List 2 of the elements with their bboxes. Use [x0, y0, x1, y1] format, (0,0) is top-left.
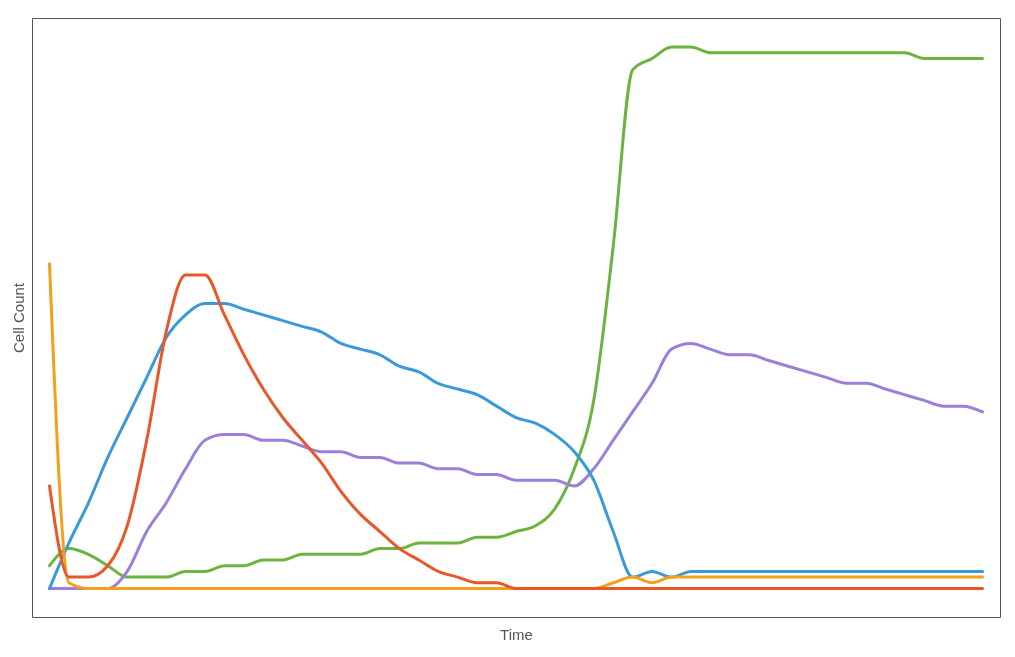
y-axis-title: Cell Count [9, 282, 27, 354]
x-axis-title: Time [500, 625, 533, 643]
